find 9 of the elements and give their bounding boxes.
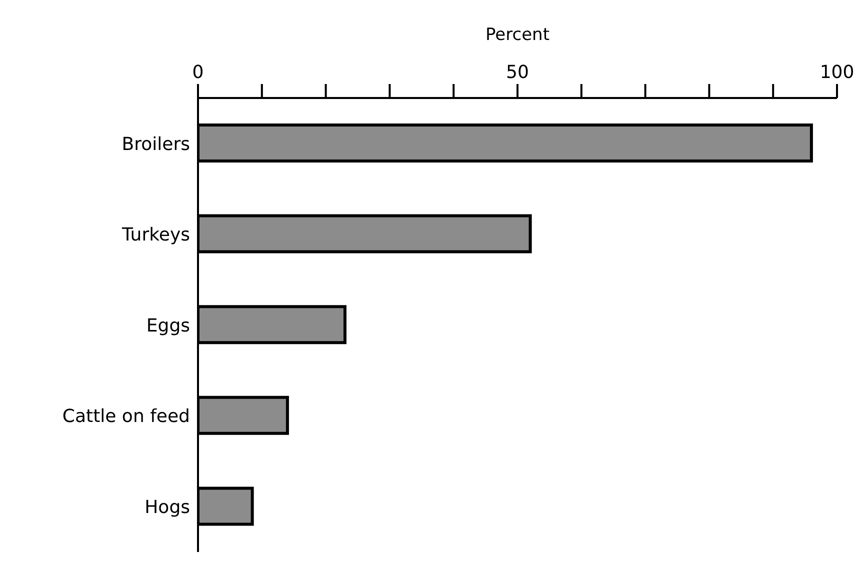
y-tick-label: Hogs (144, 496, 190, 518)
x-tick-label: 50 (506, 62, 529, 83)
x-tick-label: 100 (820, 62, 854, 83)
x-axis-title: Percent (486, 25, 550, 46)
y-tick-label: Turkeys (121, 224, 190, 246)
y-tick-label: Broilers (122, 134, 190, 155)
x-tick-label: 0 (192, 62, 204, 83)
y-tick-label: Cattle on feed (62, 406, 190, 428)
y-tick-label: Eggs (146, 315, 190, 336)
